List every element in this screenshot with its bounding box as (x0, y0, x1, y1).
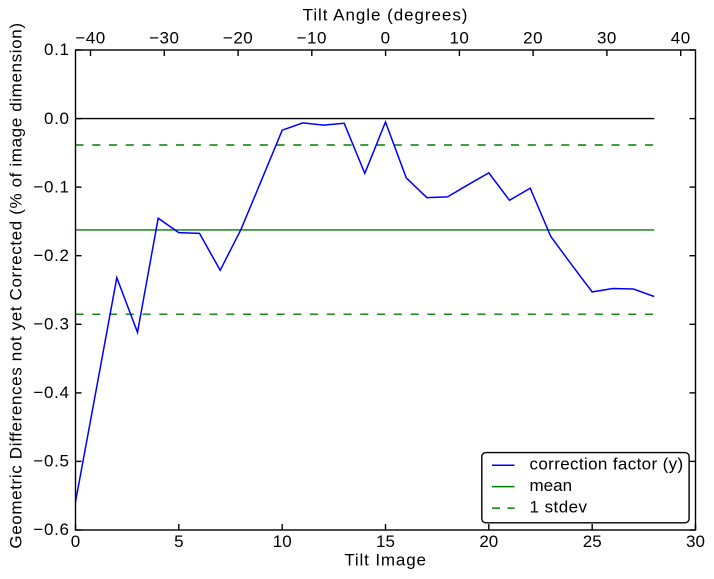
svg-text:−0.3: −0.3 (33, 315, 69, 334)
svg-text:correction factor (y): correction factor (y) (530, 455, 684, 474)
svg-text:10: 10 (449, 28, 469, 47)
svg-text:20: 20 (479, 532, 498, 551)
svg-text:30: 30 (597, 28, 617, 47)
svg-text:Tilt Image: Tilt Image (344, 551, 427, 570)
svg-text:−0.6: −0.6 (33, 520, 69, 539)
svg-text:−0.4: −0.4 (33, 383, 69, 402)
svg-text:0: 0 (71, 532, 80, 551)
svg-text:−0.2: −0.2 (33, 246, 69, 265)
svg-text:−40: −40 (75, 28, 105, 47)
svg-text:−30: −30 (149, 28, 179, 47)
svg-text:0.0: 0.0 (44, 109, 70, 128)
svg-text:Tilt Angle (degrees): Tilt Angle (degrees) (303, 5, 469, 24)
svg-text:40: 40 (671, 28, 691, 47)
svg-text:1 stdev: 1 stdev (530, 498, 588, 517)
svg-text:mean: mean (530, 476, 573, 495)
svg-text:20: 20 (523, 28, 543, 47)
svg-text:−0.1: −0.1 (33, 177, 69, 196)
svg-text:−0.5: −0.5 (33, 452, 69, 471)
svg-text:5: 5 (174, 532, 183, 551)
svg-text:15: 15 (376, 532, 395, 551)
svg-text:0.1: 0.1 (44, 40, 70, 59)
svg-text:−20: −20 (223, 28, 253, 47)
svg-text:25: 25 (583, 532, 602, 551)
svg-text:0: 0 (381, 28, 391, 47)
svg-text:−10: −10 (297, 28, 327, 47)
svg-text:Geometric Differences not yet: Geometric Differences not yet Corrected … (7, 22, 26, 548)
svg-text:10: 10 (273, 532, 292, 551)
svg-text:30: 30 (686, 532, 705, 551)
